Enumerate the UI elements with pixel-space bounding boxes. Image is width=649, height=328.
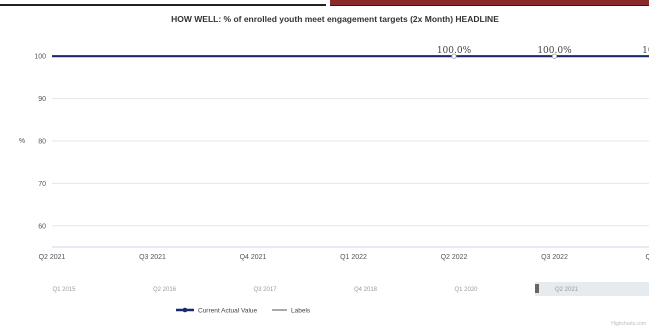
navigator-ticks: Q1 2015 Q2 2016 Q3 2017 Q4 2018 Q1 2020 Q2 20… bbox=[52, 287, 579, 293]
legend-marker-current-actual-value bbox=[182, 307, 188, 313]
data-labels: 100.0% 100.0% 100.0 bbox=[437, 46, 649, 59]
data-label: 100.0% bbox=[537, 46, 572, 56]
legend-item-labels[interactable]: Labels bbox=[272, 308, 311, 315]
y-tick-label: 70 bbox=[38, 181, 46, 188]
x-tick-label: Q3 2021 bbox=[139, 254, 166, 261]
y-axis-ticks: 60 70 80 90 100 bbox=[34, 54, 46, 231]
data-label: 100.0% bbox=[437, 46, 472, 56]
navigator-tick-label: Q4 2018 bbox=[354, 287, 378, 293]
navigator-tick-label: Q3 2017 bbox=[253, 287, 277, 293]
navigator-tick-label: Q2 2016 bbox=[153, 287, 177, 293]
navigator-selection[interactable] bbox=[535, 282, 649, 296]
y-tick-label: 80 bbox=[38, 139, 46, 146]
legend-item-current-actual-value[interactable]: Current Actual Value bbox=[176, 308, 258, 315]
x-tick-label: Q4 2021 bbox=[240, 254, 267, 261]
legend-label-current-actual-value: Current Actual Value bbox=[198, 308, 258, 315]
legend-label-labels: Labels bbox=[291, 308, 311, 315]
chart-credit: Highcharts.com bbox=[611, 321, 646, 327]
x-tick-label: Q2 2021 bbox=[39, 254, 66, 261]
navigator-tick-label: Q1 2020 bbox=[454, 287, 478, 293]
navigator-tick-label: Q2 2021 bbox=[555, 287, 579, 293]
navigator-track[interactable] bbox=[35, 282, 649, 296]
x-tick-label: Q3 2022 bbox=[541, 254, 568, 261]
x-tick-label: Q2 2022 bbox=[441, 254, 468, 261]
chart-title: HOW WELL: % of enrolled youth meet engag… bbox=[171, 14, 499, 24]
y-tick-label: 90 bbox=[38, 96, 46, 103]
data-label: 100.0 bbox=[642, 46, 649, 56]
data-point-marker[interactable] bbox=[451, 53, 457, 59]
navigator-handle[interactable] bbox=[535, 284, 539, 293]
navigator-tick-label: Q1 2015 bbox=[52, 287, 76, 293]
x-axis-ticks: Q2 2021 Q3 2021 Q4 2021 Q1 2022 Q2 2022 Q3 20… bbox=[39, 254, 649, 261]
legend: Current Actual Value Labels bbox=[176, 308, 311, 315]
x-tick-label: Q1 2022 bbox=[340, 254, 367, 261]
y-tick-label: 100 bbox=[34, 54, 46, 61]
grid-lines bbox=[52, 55, 649, 248]
y-axis-label: % bbox=[19, 138, 25, 145]
data-point-marker[interactable] bbox=[551, 53, 558, 59]
top-bar-right bbox=[330, 0, 649, 6]
x-tick-label: Q4 20 bbox=[645, 254, 649, 261]
y-tick-label: 60 bbox=[38, 223, 46, 230]
top-bar-left bbox=[0, 0, 326, 6]
